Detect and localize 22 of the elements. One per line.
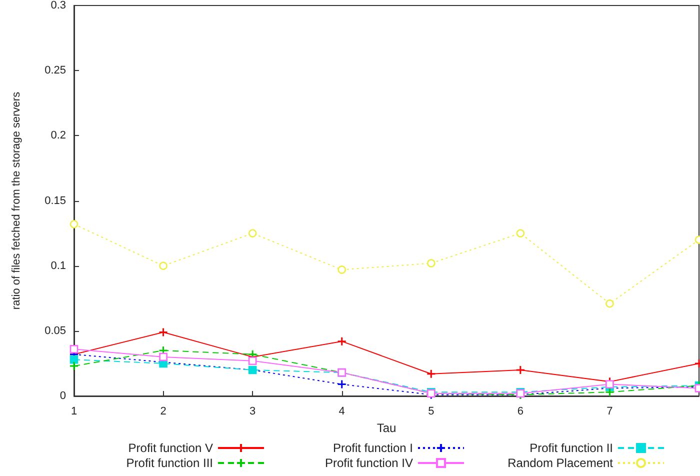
- y-tick-label: 0.25: [44, 64, 66, 77]
- x-tick-label: 4: [338, 406, 345, 418]
- x-tick-label: 6: [517, 406, 524, 418]
- x-tick-label: 3: [250, 406, 256, 418]
- y-tick-label: 0: [60, 390, 66, 402]
- x-axis-title: Tau: [376, 421, 396, 435]
- y-axis-title: ratio of files fetched from the storage servers: [10, 91, 22, 310]
- x-tick-label: 7: [606, 406, 613, 418]
- y-tick-label: 0.15: [44, 194, 66, 207]
- legend-label: Profit function I: [332, 441, 413, 455]
- x-tick-label: 1: [70, 406, 78, 418]
- legend-label: Random Placement: [508, 456, 614, 470]
- y-tick-label: 0.05: [44, 324, 66, 337]
- x-tick-label: 2: [160, 406, 166, 418]
- y-tick-label: 0.3: [50, 0, 66, 12]
- x-tick-label: 5: [428, 406, 434, 418]
- y-tick-label: 0.2: [50, 130, 66, 142]
- legend-label: Profit function III: [126, 456, 213, 470]
- legend-label: Profit function II: [530, 441, 613, 455]
- y-tick-label: 0.1: [50, 260, 66, 272]
- legend-label: Profit function IV: [324, 456, 413, 470]
- legend-label: Profit function V: [128, 441, 213, 455]
